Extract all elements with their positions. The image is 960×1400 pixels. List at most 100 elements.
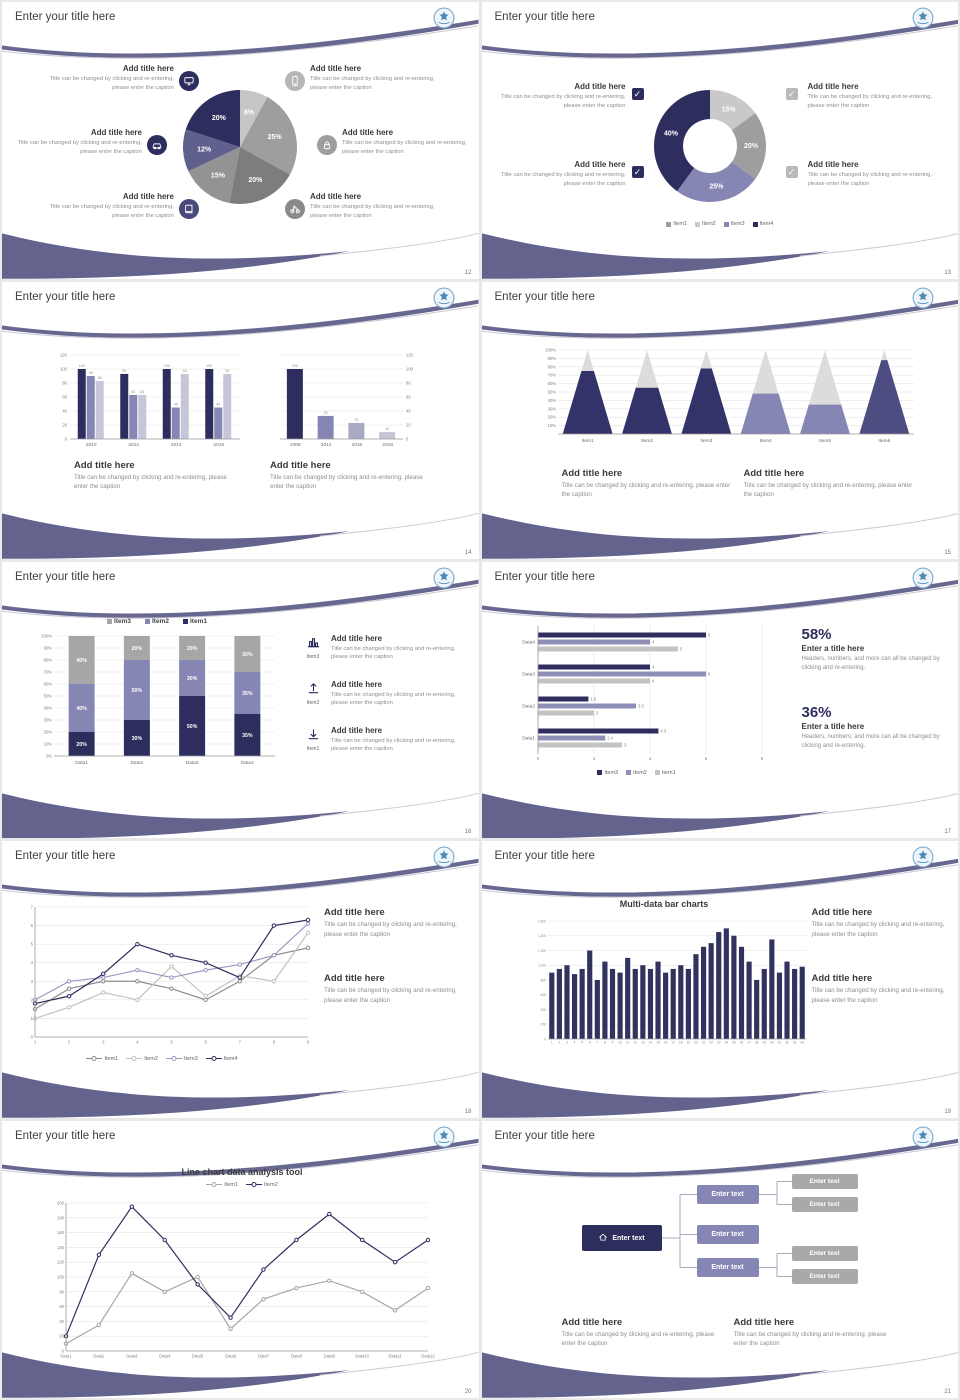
svg-text:35%: 35% [242, 732, 253, 738]
svg-text:Data9: Data9 [324, 1354, 336, 1359]
stat-value: 36% [801, 703, 832, 721]
page-number: 14 [464, 549, 472, 556]
feature-block: Add title here Title can be changed by c… [744, 468, 919, 500]
svg-text:Data1: Data1 [60, 1354, 72, 1359]
feature-caption: Title can be changed by clicking and re-… [310, 76, 435, 91]
chart-title: Multi-data bar charts [619, 899, 709, 910]
feature-block: Add title here Title can be changed by c… [498, 160, 626, 188]
svg-text:25%: 25% [709, 184, 724, 191]
svg-text:2014: 2014 [321, 442, 332, 448]
diagram-node-label: Enter text [809, 1273, 840, 1281]
svg-text:80: 80 [62, 380, 67, 385]
chart-title: Line chart data analysis tool [181, 1167, 303, 1178]
page-number: 16 [464, 829, 472, 836]
stat-block: 58% Enter a title here Headers, numbers,… [802, 626, 944, 673]
svg-text:Data5: Data5 [192, 1354, 204, 1359]
svg-text:45: 45 [174, 402, 178, 406]
feature-block: Add title here Title can be changed by c… [808, 82, 946, 110]
slide-17[interactable]: Enter your title here 0 2 4 6 8 Data1 4.3 2.4 3 D… [481, 561, 959, 839]
slide-content: 0 2 4 6 8 Data1 4.3 2.4 3 Data2 1.8 3.5 2 Data3 4 6 4 Dat… [482, 562, 959, 839]
diagram-branch-node: Enter text [696, 1258, 759, 1278]
school-logo-icon [433, 1126, 455, 1148]
svg-text:20: 20 [59, 1334, 64, 1339]
svg-text:8: 8 [760, 756, 763, 761]
feature-caption: Title can be changed by clicking and re-… [561, 481, 731, 499]
feature-caption: Title can be changed by clicking and re-… [501, 172, 626, 187]
chart-legend: Item3 Item2 Item1 [32, 618, 282, 625]
svg-text:6: 6 [708, 632, 711, 637]
svg-text:60: 60 [59, 1304, 64, 1309]
slide-13[interactable]: Enter your title here 15% 20% 25% 40% ✓ ✓ ✓… [481, 2, 959, 279]
svg-text:2010: 2010 [86, 442, 97, 448]
page-number: 15 [944, 549, 951, 556]
diagram-node-label: Enter text [809, 1250, 840, 1258]
svg-text:23: 23 [354, 418, 358, 422]
svg-text:10: 10 [618, 1041, 622, 1045]
feature-block: Add title here Title can be changed by c… [324, 907, 466, 939]
slide-20[interactable]: Enter your title here Line chart data an… [2, 1121, 479, 1398]
slide-content: 8% 25% 20% 15% 12% 20% Add title here Title c… [2, 2, 479, 279]
line-chart: 0 20 40 60 80 100 120 140 160 180 200 Data1 Data2 Dat… [46, 1197, 438, 1372]
svg-text:Data1: Data1 [522, 735, 535, 741]
svg-text:Data3: Data3 [522, 671, 535, 677]
svg-text:Data4: Data4 [241, 760, 254, 766]
svg-text:100: 100 [292, 364, 298, 368]
svg-text:40%: 40% [663, 131, 678, 138]
download-icon: Item1 [302, 726, 324, 752]
svg-text:15: 15 [656, 1041, 660, 1045]
feature-block: Add title here Title can be changed by c… [270, 460, 438, 492]
svg-text:25%: 25% [268, 134, 283, 141]
diagram-node-label: Enter text [711, 1264, 744, 1272]
svg-text:100: 100 [57, 1275, 65, 1280]
svg-text:8%: 8% [244, 109, 255, 116]
feature-block: Add title here Title can be changed by c… [812, 973, 947, 1005]
checkbox-icon: ✓ [631, 166, 644, 178]
diagram-leaf-node: Enter text [791, 1246, 858, 1262]
svg-text:4: 4 [136, 1040, 139, 1045]
feature-block: Add title here Title can be changed by c… [14, 128, 143, 156]
svg-text:9: 9 [307, 1040, 310, 1045]
svg-text:1,000: 1,000 [538, 964, 546, 968]
slide-title: Enter your title here [494, 850, 595, 863]
feature-caption: Title can be changed by clicking and re-… [49, 204, 175, 219]
school-logo-icon [433, 567, 455, 589]
feature-title: Add title here [811, 907, 873, 919]
stacked-bar-chart: 0% 10% 20% 30% 40% 50% 60% 70% 80% 90% 100% 20% 40% 4… [28, 630, 283, 775]
feature-block: Add title here Title can be changed by c… [310, 64, 442, 92]
svg-text:30%: 30% [44, 717, 53, 722]
feature-caption: Title can be changed by clicking and re-… [811, 987, 945, 1004]
chart-legend: Item1 Item2 Item3 Item4 [482, 221, 959, 227]
svg-text:Data8: Data8 [291, 1354, 303, 1359]
svg-text:4: 4 [652, 678, 655, 683]
slide-16[interactable]: Enter your title here Item3 Item2 Item1 0%… [2, 561, 479, 839]
svg-text:29: 29 [762, 1041, 766, 1045]
svg-text:0: 0 [62, 1349, 65, 1354]
feature-caption: Title can be changed by clicking and re-… [561, 1331, 715, 1348]
slide-21[interactable]: Enter your title here Enter text Enter t… [481, 1121, 958, 1398]
svg-text:63: 63 [140, 390, 144, 394]
feature-block: Add title here Title can be changed by c… [498, 82, 626, 110]
feature-title: Add title here [342, 128, 394, 137]
svg-text:2: 2 [558, 1041, 560, 1045]
svg-text:2.4: 2.4 [607, 735, 613, 740]
svg-text:34: 34 [800, 1041, 804, 1045]
slide-14[interactable]: Enter your title here 0 20 40 60 80 100 120 100… [2, 281, 479, 559]
svg-text:80: 80 [59, 1289, 64, 1294]
slide-15[interactable]: Enter your title here 10% 20% 30% 40% 50% 60%… [481, 281, 958, 559]
slide-19[interactable]: Enter your title here Multi-data bar cha… [481, 841, 958, 1119]
svg-text:4: 4 [652, 639, 655, 644]
feature-caption: Title can be changed by clicking and re-… [310, 204, 435, 219]
feature-caption: Title can be changed by clicking and re-… [811, 921, 945, 938]
svg-text:93: 93 [225, 369, 229, 373]
svg-text:30%: 30% [187, 675, 198, 681]
feature-title: Add title here [90, 128, 142, 137]
svg-text:80: 80 [406, 380, 411, 385]
svg-text:70%: 70% [547, 372, 556, 377]
slide-12[interactable]: Enter your title here 8% 25% 20% 15% 12% 20% … [2, 2, 479, 279]
svg-text:40%: 40% [44, 705, 53, 710]
svg-text:Data11: Data11 [388, 1354, 402, 1359]
svg-text:2012: 2012 [128, 442, 139, 448]
svg-text:17: 17 [671, 1041, 675, 1045]
svg-text:30: 30 [770, 1041, 774, 1045]
